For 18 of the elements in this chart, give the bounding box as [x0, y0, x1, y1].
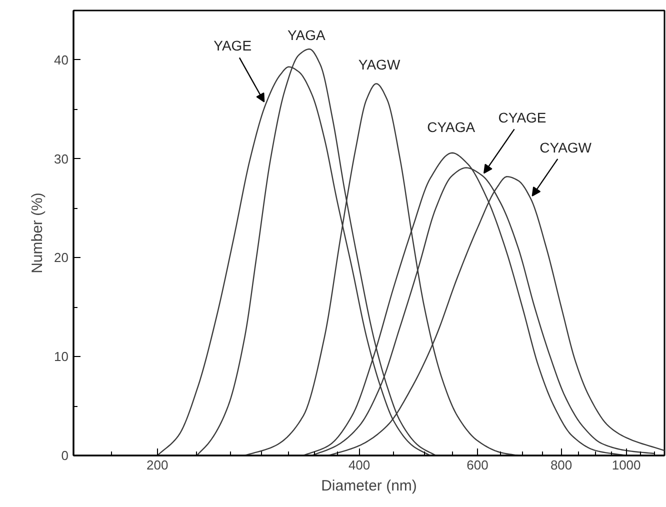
y-tick-label: 40 — [54, 52, 69, 68]
y-axis-title: Number (%) — [29, 192, 46, 274]
series-label: CYAGA — [427, 118, 476, 135]
x-tick-label: 1000 — [612, 458, 641, 472]
text: CYAGW — [540, 139, 592, 156]
series-label: YAGW — [358, 56, 401, 73]
y-tick-label: 10 — [54, 349, 69, 364]
x-tick-label: 800 — [550, 458, 572, 472]
x-tick-label: 600 — [466, 458, 488, 472]
y-tick-label: 20 — [54, 250, 69, 266]
series-label: YAGA — [287, 27, 326, 44]
x-axis-title: Diameter (nm) — [321, 478, 417, 494]
y-tick-label: 30 — [54, 151, 69, 166]
y-tick-label: 0 — [61, 448, 69, 463]
text: YAGE — [214, 37, 252, 54]
text: CYAGE — [498, 110, 546, 126]
x-tick-label: 400 — [348, 458, 370, 472]
x-tick-label: 200 — [146, 458, 168, 472]
